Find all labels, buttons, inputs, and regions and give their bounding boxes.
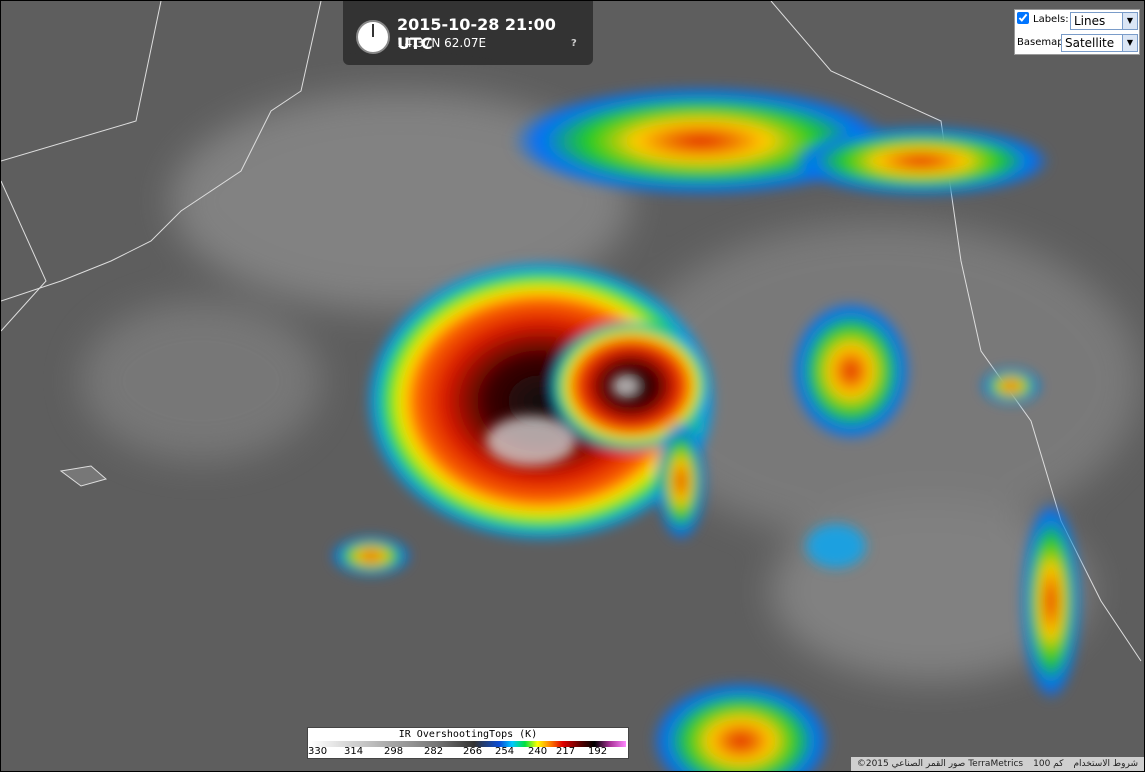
color-bar <box>310 741 626 747</box>
terms[interactable]: شروط الاستخدام <box>1073 759 1138 769</box>
scale: 100 كم <box>1033 759 1064 769</box>
clock-icon <box>356 20 390 54</box>
labels-label: Labels: <box>1033 14 1069 25</box>
help[interactable]: ? <box>571 38 577 49</box>
coordinates: 14.37N 62.07E <box>397 36 487 50</box>
legend-tick: 298 <box>384 746 404 757</box>
overshooting-tops <box>486 374 641 466</box>
legend-tick: 254 <box>495 746 515 757</box>
copyright: ©2015 صور القمر الصناعي TerraMetrics <box>856 759 1024 769</box>
legend-tick: 217 <box>556 746 576 757</box>
datetime: 2015-10-28 21:00 UTC <box>397 15 556 53</box>
legend-tick: 282 <box>424 746 444 757</box>
dropdown-arrow: ▼ <box>1122 35 1137 51</box>
time-panel: 2015-10-28 21:00 UTC 14.37N 62.07E ? <box>343 1 593 65</box>
labels-checkbox[interactable] <box>1017 12 1029 24</box>
basemap-value: Satellite <box>1065 36 1115 50</box>
legend-tick: 314 <box>344 746 364 757</box>
map-controls: Labels: Lines ▼ Basemap: Satellite ▼ <box>1014 9 1140 55</box>
cloud-bands <box>331 86 1081 771</box>
basemap-label: Basemap: <box>1017 37 1067 48</box>
legend-tick: 330 <box>308 746 328 757</box>
labels-select[interactable]: Lines ▼ <box>1070 12 1138 30</box>
land-outlines <box>1 1 1142 662</box>
legend-title: IR OvershootingTops (K) <box>398 729 538 740</box>
dropdown-arrow: ▼ <box>1122 13 1137 29</box>
attribution: ©2015 صور القمر الصناعي TerraMetrics 100… <box>850 757 1144 771</box>
labels-value: Lines <box>1074 14 1106 28</box>
legend-tick: 240 <box>528 746 548 757</box>
legend-tick: 266 <box>463 746 483 757</box>
legend-tick: 192 <box>588 746 608 757</box>
legend: IR OvershootingTops (K) 330 314 298 282 266 2… <box>307 727 629 759</box>
basemap-select[interactable]: Satellite ▼ <box>1061 34 1138 52</box>
